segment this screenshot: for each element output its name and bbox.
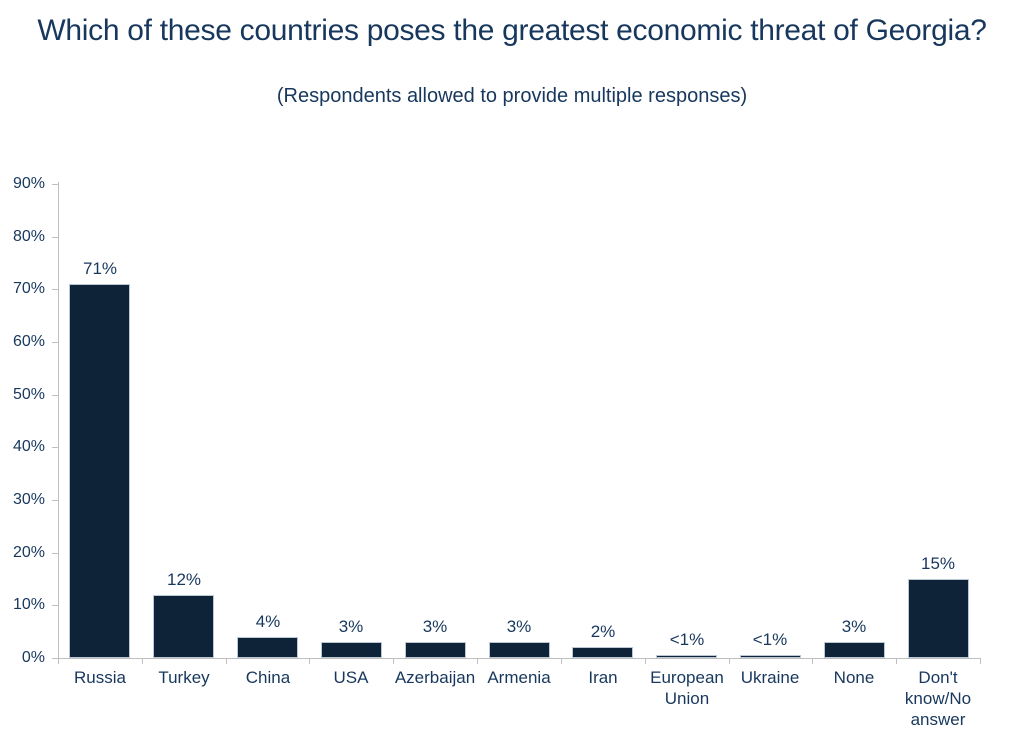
bar-value-label-china: 4% xyxy=(255,612,281,631)
bar-iran xyxy=(572,647,633,658)
y-axis-tick xyxy=(52,553,58,554)
bar-ukraine xyxy=(740,655,801,658)
x-category-label-azerbaijan: Azerbaijan xyxy=(394,668,476,687)
bar-armenia xyxy=(489,642,550,658)
y-axis-tick xyxy=(52,605,58,606)
x-axis-line xyxy=(58,658,981,659)
bar-value-label-don-t-know-no-answer: 15% xyxy=(920,554,956,573)
y-tick-label: 10% xyxy=(12,596,45,613)
bar-value-label-ukraine: <1% xyxy=(752,630,788,649)
bar-value-label-azerbaijan: 3% xyxy=(422,617,448,636)
x-axis-tick xyxy=(896,659,897,664)
bar-turkey xyxy=(153,595,214,658)
y-tick-label: 90% xyxy=(12,175,45,192)
y-axis-tick xyxy=(52,500,58,501)
bar-european-union xyxy=(656,655,717,658)
y-axis-tick xyxy=(52,395,58,396)
y-axis-tick xyxy=(52,289,58,290)
x-category-label-none: None xyxy=(833,668,875,687)
bar-azerbaijan xyxy=(405,642,466,658)
y-axis-tick xyxy=(52,658,58,659)
x-axis-tick xyxy=(142,659,143,664)
bar-russia xyxy=(69,284,130,658)
y-tick-label: 60% xyxy=(12,333,45,350)
bar-none xyxy=(824,642,885,658)
x-axis-tick xyxy=(812,659,813,664)
x-category-label-turkey: Turkey xyxy=(158,668,210,687)
x-category-label-armenia: Armenia xyxy=(487,668,551,687)
x-axis-tick xyxy=(729,659,730,664)
x-category-label-china: China xyxy=(245,668,291,687)
y-tick-label: 0% xyxy=(21,649,45,666)
x-category-label-usa: USA xyxy=(333,668,369,687)
x-axis-tick xyxy=(561,659,562,664)
bar-value-label-turkey: 12% xyxy=(166,570,202,589)
bar-value-label-usa: 3% xyxy=(338,617,364,636)
bar-china xyxy=(237,637,298,658)
x-category-label-russia: Russia xyxy=(74,668,126,687)
bar-value-label-iran: 2% xyxy=(590,622,616,641)
chart-title: Which of these countries poses the great… xyxy=(37,14,987,47)
x-category-label-ukraine: Ukraine xyxy=(740,668,800,687)
y-tick-label: 70% xyxy=(12,280,45,297)
chart-subtitle: (Respondents allowed to provide multiple… xyxy=(276,85,748,107)
y-tick-label: 20% xyxy=(12,544,45,561)
x-axis-tick xyxy=(309,659,310,664)
y-axis-tick xyxy=(52,447,58,448)
y-tick-label: 30% xyxy=(12,491,45,508)
y-axis-tick xyxy=(52,184,58,185)
bar-value-label-none: 3% xyxy=(841,617,867,636)
y-axis-line xyxy=(58,182,59,658)
x-axis-tick xyxy=(980,659,981,664)
bar-value-label-armenia: 3% xyxy=(506,617,532,636)
x-axis-tick xyxy=(645,659,646,664)
y-tick-label: 80% xyxy=(12,228,45,245)
y-tick-label: 40% xyxy=(12,438,45,455)
x-axis-tick xyxy=(58,659,59,664)
x-axis-tick xyxy=(393,659,394,664)
x-category-label-don-t-know-no-answer: Don't know/No answer xyxy=(904,668,972,729)
y-axis-tick xyxy=(52,237,58,238)
bar-value-label-russia: 71% xyxy=(82,259,118,278)
bar-usa xyxy=(321,642,382,658)
y-tick-label: 50% xyxy=(12,386,45,403)
bar-value-label-european-union: <1% xyxy=(669,630,705,649)
x-category-label-european-union: European Union xyxy=(650,668,724,708)
bar-don-t-know-no-answer xyxy=(908,579,969,658)
x-axis-tick xyxy=(477,659,478,664)
x-category-label-iran: Iran xyxy=(588,668,618,687)
x-axis-tick xyxy=(226,659,227,664)
y-axis-tick xyxy=(52,342,58,343)
